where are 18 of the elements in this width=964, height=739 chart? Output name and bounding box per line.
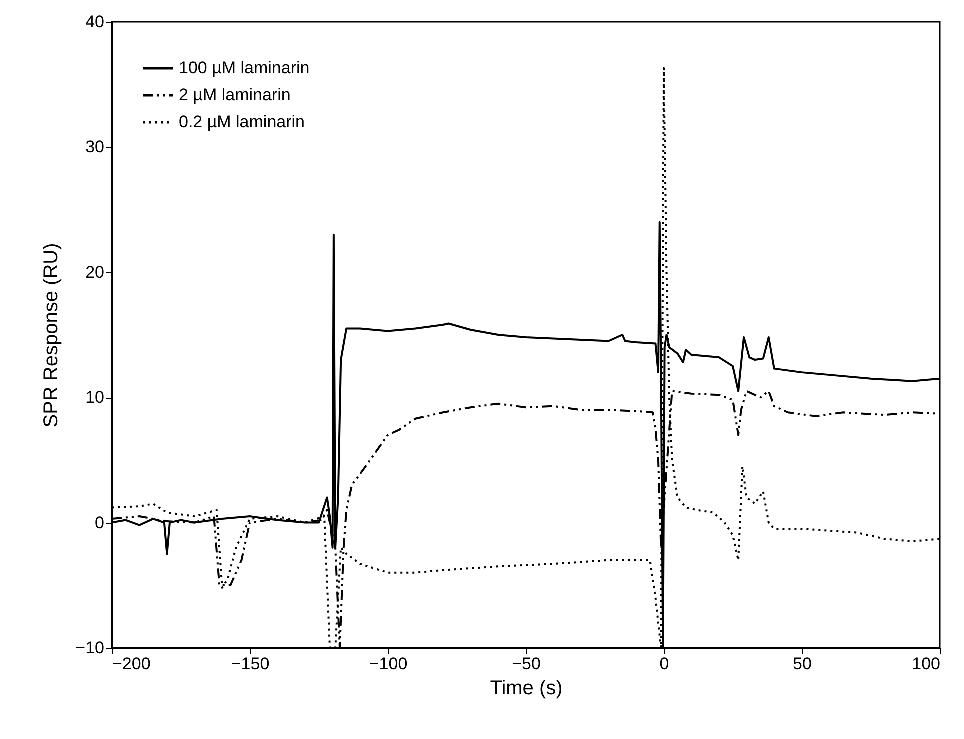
y-tick-label: 0 [95,513,104,532]
x-tick-label: −100 [369,654,408,674]
x-tick-label: −50 [512,654,541,674]
y-tick-label: 10 [86,388,104,408]
legend-label: 0.2 µM laminarin [179,112,306,132]
x-tick-label: 100 [912,654,940,674]
x-tick-label: 50 [793,654,812,674]
x-axis-title: Time (s) [490,678,563,700]
x-tick-label: −150 [231,654,270,674]
y-tick-label: −10 [76,638,104,658]
x-tick-label: −200 [112,654,151,674]
y-tick-label: 30 [86,138,104,157]
x-tick-label: 0 [660,654,670,674]
y-axis-title: SPR Response (RU) [40,243,63,428]
legend-label: 100 µM laminarin [179,58,310,78]
y-tick-label: 40 [86,12,104,32]
y-tick-label: 20 [86,262,104,282]
legend-label: 2 µM laminarin [179,86,291,104]
